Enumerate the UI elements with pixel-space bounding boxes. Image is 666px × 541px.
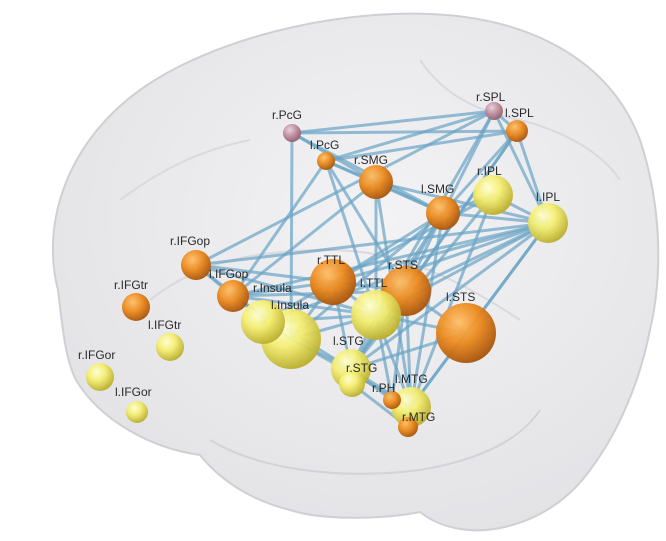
node-r.IFGtr	[122, 293, 150, 321]
label-l.TTL: l.TTL	[360, 276, 388, 290]
edge-r.PcG-r.SPL	[290, 109, 496, 135]
node-r.IFGor	[86, 363, 114, 391]
node-l.IFGop	[217, 280, 249, 312]
node-r.IPL	[473, 175, 513, 215]
node-l.IPL	[528, 203, 568, 243]
label-l.MTG: l.MTG	[395, 372, 428, 386]
node-r.SMG	[359, 165, 393, 199]
edge-l.IPL-r.IFGop	[194, 221, 550, 267]
label-r.PcG: r.PcG	[272, 108, 302, 122]
edge-r.SPL-l.IPL	[492, 109, 550, 225]
label-r.MTG: r.MTG	[402, 410, 435, 424]
node-r.SPL	[485, 102, 503, 120]
node-r.IFGop	[181, 250, 211, 280]
node-l.SMG	[426, 196, 460, 230]
node-l.SPL	[506, 120, 528, 142]
node-r.PH	[383, 391, 401, 409]
label-l.SPL: l.SPL	[505, 106, 534, 120]
node-r.PcG	[283, 124, 301, 142]
node-l.STS	[436, 303, 496, 363]
edge-l.PcG-r.STS	[324, 159, 408, 293]
edge-l.IPL-l.IFGop	[231, 221, 550, 298]
label-r.SMG: r.SMG	[354, 153, 388, 167]
node-l.TTL	[351, 290, 401, 340]
label-l.STG: l.STG	[333, 334, 364, 348]
label-l.Insula: l.Insula	[271, 298, 309, 312]
edge-l.IPL-r.TTL	[331, 221, 550, 284]
label-l.STS: l.STS	[446, 290, 475, 304]
edge-l.PcG-l.IFGop	[231, 159, 328, 298]
node-l.IFGor	[126, 401, 148, 423]
edge-r.IFGop-r.TTL	[194, 263, 335, 284]
edge-r.SPL-r.IFGop	[194, 109, 496, 267]
label-l.IPL: l.IPL	[536, 190, 560, 204]
label-r.STS: r.STS	[388, 258, 418, 272]
edge-l.SMG-l.MTG	[409, 211, 445, 409]
edge-r.SMG-l.IPL	[374, 180, 550, 225]
node-l.MTG	[391, 387, 431, 427]
label-l.PcG: l.PcG	[310, 138, 339, 152]
label-r.IFGor: r.IFGor	[78, 348, 115, 362]
label-r.IPL: r.IPL	[477, 164, 502, 178]
node-r.Insula	[241, 300, 285, 344]
label-r.PH: r.PH	[372, 381, 395, 395]
temporal-lobe-outline	[209, 409, 541, 475]
label-r.SPL: r.SPL	[476, 90, 506, 104]
edge-r.SMG-l.IFGop	[231, 180, 378, 298]
label-l.SMG: l.SMG	[421, 182, 454, 196]
label-l.IFGor: l.IFGor	[115, 385, 152, 399]
sulcus-line	[419, 59, 621, 181]
label-r.STG: r.STG	[346, 361, 377, 375]
label-r.Insula: r.Insula	[253, 281, 292, 295]
node-l.PcG	[317, 152, 335, 170]
node-l.IFGtr	[156, 333, 184, 361]
cerebrum-outline	[51, 12, 660, 532]
sulcus-line	[119, 139, 251, 201]
node-r.MTG	[398, 417, 418, 437]
edge-l.SPL-l.PcG	[324, 129, 519, 163]
edge-l.SPL-l.SMG	[441, 129, 519, 215]
label-l.IFGtr: l.IFGtr	[148, 318, 181, 332]
region-labels: r.PcG r.SPL l.SPL l.PcG r.SMG r.IPL l.IPL l.SMG…	[78, 90, 560, 424]
edge-l.IPL-r.STS	[404, 221, 550, 293]
edge-r.SPL-l.PcG	[324, 109, 496, 163]
label-r.TTL: r.TTL	[317, 253, 345, 267]
edge-l.PcG-l.TTL	[324, 159, 378, 317]
edge-l.IPL-l.STG	[349, 221, 550, 371]
node-r.TTL	[310, 259, 356, 305]
region-nodes	[86, 102, 568, 437]
edge-r.PcG-l.SPL	[290, 129, 519, 135]
label-l.IFGop: l.IFGop	[209, 267, 249, 281]
node-r.STG	[339, 371, 365, 397]
label-r.IFGop: r.IFGop	[170, 234, 210, 248]
brain-surface	[51, 12, 660, 532]
label-r.IFGtr: r.IFGtr	[114, 278, 148, 292]
